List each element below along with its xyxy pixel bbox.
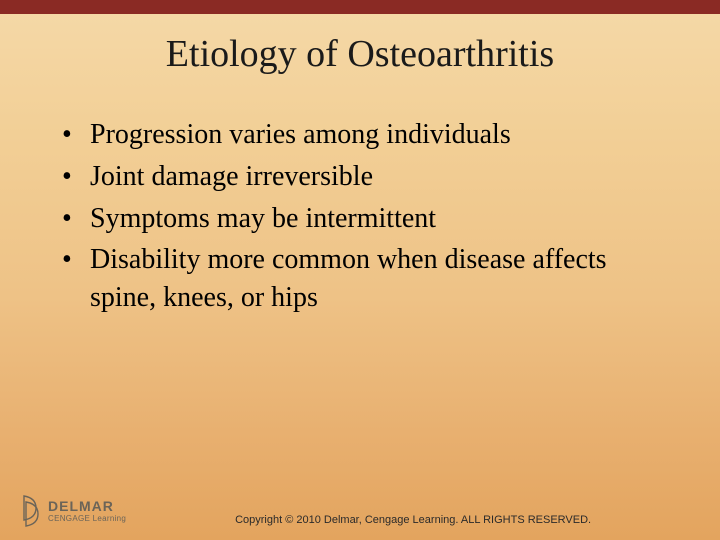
list-item: • Symptoms may be intermittent (60, 200, 670, 238)
logo-icon (20, 494, 42, 528)
bullet-text: Progression varies among individuals (90, 116, 511, 154)
top-accent-bar (0, 0, 720, 14)
list-item: • Disability more common when disease af… (60, 241, 670, 317)
bullet-icon: • (60, 158, 90, 196)
logo-brand-primary: DELMAR (48, 499, 126, 513)
bullet-icon: • (60, 200, 90, 238)
copyright-text: Copyright © 2010 Delmar, Cengage Learnin… (126, 514, 700, 528)
bullet-list: • Progression varies among individuals •… (0, 116, 720, 317)
list-item: • Joint damage irreversible (60, 158, 670, 196)
logo-brand-secondary: CENGAGE Learning (48, 515, 126, 523)
logo-text: DELMAR CENGAGE Learning (48, 499, 126, 523)
list-item: • Progression varies among individuals (60, 116, 670, 154)
slide-footer: DELMAR CENGAGE Learning Copyright © 2010… (0, 494, 720, 532)
bullet-icon: • (60, 241, 90, 279)
bullet-icon: • (60, 116, 90, 154)
slide-title: Etiology of Osteoarthritis (0, 32, 720, 76)
slide: Etiology of Osteoarthritis • Progression… (0, 0, 720, 540)
bullet-text: Joint damage irreversible (90, 158, 373, 196)
bullet-text: Symptoms may be intermittent (90, 200, 436, 238)
bullet-text: Disability more common when disease affe… (90, 241, 670, 317)
publisher-logo: DELMAR CENGAGE Learning (20, 494, 126, 528)
